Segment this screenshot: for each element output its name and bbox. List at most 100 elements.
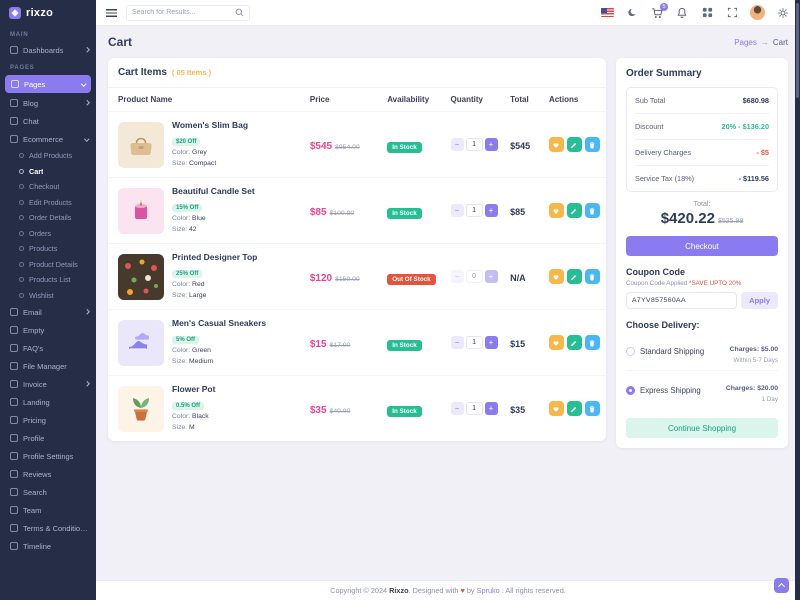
quantity-value[interactable]: 1 (465, 336, 483, 350)
scrollbar-thumb[interactable] (796, 3, 799, 98)
sidebar-item-reviews[interactable]: Reviews (0, 465, 96, 483)
wishlist-heart-button[interactable] (548, 203, 564, 219)
user-avatar[interactable] (750, 5, 765, 20)
sidebar-item-dashboards[interactable]: Dashboards (0, 41, 96, 59)
sidebar-item-team[interactable]: Team (0, 501, 96, 519)
sidebar-item-product-details[interactable]: Product Details (0, 257, 96, 273)
quantity-value[interactable]: 0 (465, 270, 483, 284)
notifications-bell-icon[interactable] (675, 6, 689, 20)
discount-badge: $20 Off (172, 138, 201, 146)
dark-mode-icon[interactable] (625, 6, 639, 20)
sidebar-item-ecommerce[interactable]: Ecommerce (0, 130, 96, 148)
page-scrollbar[interactable] (795, 0, 800, 600)
quantity-increase-button[interactable]: + (484, 138, 498, 152)
cart-row: Women's Slim Bag $20 Off Color: Grey Siz… (108, 110, 606, 178)
sidebar-item-empty[interactable]: Empty (0, 321, 96, 339)
quantity-value[interactable]: 1 (465, 204, 483, 218)
quantity-decrease-button[interactable]: − (450, 204, 464, 218)
size-label: Size: (172, 159, 188, 167)
product-name[interactable]: Flower Pot (172, 384, 216, 395)
delete-trash-button[interactable] (584, 335, 600, 351)
sidebar-item-file-manager[interactable]: File Manager (0, 357, 96, 375)
edit-pencil-button[interactable] (566, 269, 582, 285)
coupon-code-input[interactable] (626, 292, 738, 309)
quantity-value[interactable]: 1 (465, 138, 483, 152)
quantity-decrease-button[interactable]: − (450, 336, 464, 350)
delete-trash-button[interactable] (584, 137, 600, 153)
quantity-increase-button[interactable]: + (484, 270, 498, 284)
scroll-to-top-button[interactable] (774, 578, 789, 593)
wishlist-heart-button[interactable] (548, 335, 564, 351)
breadcrumb-parent[interactable]: Pages (734, 37, 757, 47)
sidebar-section-main: MAIN (10, 32, 29, 38)
edit-pencil-button[interactable] (566, 335, 582, 351)
radio-express-shipping[interactable] (626, 385, 635, 395)
apps-grid-icon[interactable] (700, 6, 714, 20)
stock-badge: In Stock (387, 339, 422, 351)
wishlist-heart-button[interactable] (548, 401, 564, 417)
sidebar-item-chat[interactable]: Chat (0, 112, 96, 130)
checkout-button[interactable]: Checkout (626, 236, 778, 256)
radio-standard-shipping[interactable] (626, 346, 635, 356)
quantity-value[interactable]: 1 (465, 402, 483, 416)
delete-trash-button[interactable] (584, 203, 600, 219)
delete-trash-button[interactable] (584, 269, 600, 285)
quantity-decrease-button[interactable]: − (450, 270, 464, 284)
settings-gear-icon[interactable] (776, 6, 790, 20)
wishlist-heart-button[interactable] (548, 269, 564, 285)
quantity-decrease-button[interactable]: − (450, 138, 464, 152)
search-input[interactable] (132, 9, 231, 16)
sidebar-item-edit-products[interactable]: Edit Products (0, 195, 96, 211)
footer-spruko-link[interactable]: Spruko (476, 586, 500, 595)
apply-coupon-button[interactable]: Apply (741, 292, 778, 309)
sidebar-item-faqs[interactable]: FAQ's (0, 339, 96, 357)
quantity-decrease-button[interactable]: − (450, 402, 464, 416)
product-old-price: $40.00 (329, 407, 351, 415)
sidebar-item-orders[interactable]: Orders (0, 226, 96, 242)
chevron-right-icon (83, 47, 89, 53)
sidebar-item-terms[interactable]: Terms & Conditions (0, 519, 96, 537)
edit-pencil-button[interactable] (566, 203, 582, 219)
sidebar-item-order-details[interactable]: Order Details (0, 210, 96, 226)
fullscreen-icon[interactable] (725, 6, 739, 20)
timeline-icon (10, 542, 18, 550)
product-name[interactable]: Beautiful Candle Set (172, 186, 255, 197)
cart-card-title: Cart Items (118, 67, 167, 78)
delivery-option-standard[interactable]: Standard Shipping Charges: $5.00 Within … (626, 332, 778, 371)
language-flag-icon[interactable] (601, 8, 614, 17)
sidebar-item-landing[interactable]: Landing (0, 393, 96, 411)
sidebar-item-products[interactable]: Products (0, 241, 96, 257)
sidebar-item-search[interactable]: Search (0, 483, 96, 501)
sidebar-item-profile-settings[interactable]: Profile Settings (0, 447, 96, 465)
product-name[interactable]: Printed Designer Top (172, 252, 258, 263)
edit-pencil-button[interactable] (566, 137, 582, 153)
sidebar-item-email[interactable]: Email (0, 303, 96, 321)
cart-row: Flower Pot 0.5% Off Color: Black Size: M… (108, 375, 606, 442)
sidebar-item-pricing[interactable]: Pricing (0, 411, 96, 429)
sidebar-item-products-list[interactable]: Products List (0, 272, 96, 288)
menu-toggle-icon[interactable] (106, 8, 117, 17)
continue-shopping-button[interactable]: Continue Shopping (626, 418, 778, 438)
sidebar-item-add-products[interactable]: Add Products (0, 148, 96, 164)
delete-trash-button[interactable] (584, 401, 600, 417)
cart-icon[interactable]: 5 (650, 2, 668, 20)
sidebar-item-checkout[interactable]: Checkout (0, 179, 96, 195)
quantity-increase-button[interactable]: + (484, 336, 498, 350)
sidebar-item-pages[interactable]: Pages (5, 75, 91, 93)
sidebar-item-profile[interactable]: Profile (0, 429, 96, 447)
quantity-increase-button[interactable]: + (484, 204, 498, 218)
sidebar-item-invoice[interactable]: Invoice (0, 375, 96, 393)
wishlist-heart-button[interactable] (548, 137, 564, 153)
sidebar-item-wishlist[interactable]: Wishlist (0, 288, 96, 304)
delivery-option-express[interactable]: Express Shipping Charges: $20.00 1 Day (626, 371, 778, 409)
product-name[interactable]: Women's Slim Bag (172, 120, 249, 130)
sidebar-item-cart[interactable]: Cart (0, 164, 96, 180)
sidebar-item-blog[interactable]: Blog (0, 94, 96, 112)
app-logo[interactable]: rixzo (0, 0, 96, 26)
product-image-top (118, 253, 164, 300)
edit-pencil-button[interactable] (566, 401, 582, 417)
product-name[interactable]: Men's Casual Sneakers (172, 318, 267, 329)
sidebar-item-timeline[interactable]: Timeline (0, 537, 96, 555)
quantity-increase-button[interactable]: + (484, 402, 498, 416)
